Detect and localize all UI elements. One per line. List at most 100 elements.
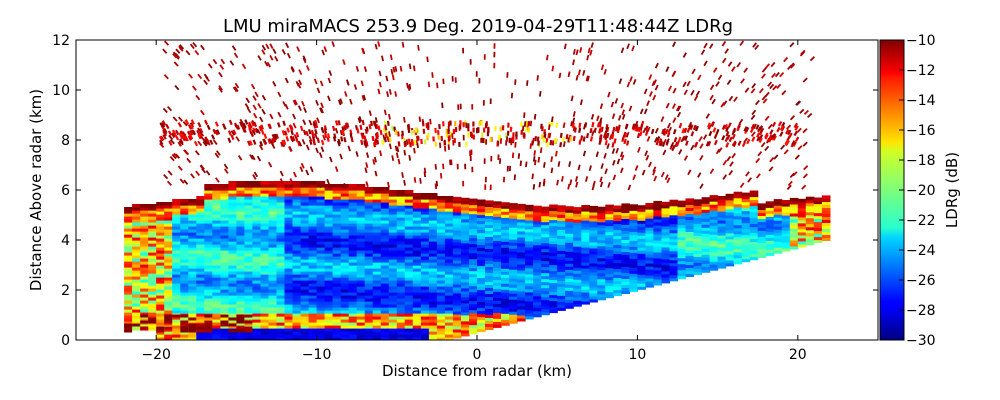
heatmap-cell [781,224,791,228]
heatmap-cell [797,234,807,239]
heatmap-cell [140,231,149,235]
heatmap-cell [228,238,237,242]
heatmap-cell [196,326,205,330]
heatmap-cell [442,121,445,127]
heatmap-cell [172,244,181,248]
heatmap-cell [533,250,542,255]
heatmap-cell [197,73,203,80]
heatmap-cell [773,226,783,230]
heatmap-cell [461,323,470,328]
heatmap-cell [557,289,566,293]
heatmap-cell [132,219,141,223]
heatmap-cell [749,223,759,228]
heatmap-cell [196,286,205,290]
heatmap-cell [493,51,496,58]
heatmap-cell [533,274,542,279]
heatmap-cell [168,134,174,141]
heatmap-cell [525,234,534,239]
heatmap-cell [821,207,831,211]
heatmap-cell [228,119,233,126]
heatmap-cell [291,136,296,142]
heatmap-cell [204,331,213,335]
heatmap-cell [597,239,606,244]
heatmap-cell [541,272,550,277]
heatmap-cell [420,199,430,203]
heatmap-cell [319,80,324,87]
heatmap-cell [693,217,703,221]
heatmap-cell [541,257,550,262]
heatmap-cell [773,214,783,218]
heatmap-cell [244,214,253,218]
heatmap-cell [239,118,245,125]
heatmap-cell [156,208,165,212]
heatmap-cell [204,289,213,293]
heatmap-cell [565,251,574,255]
heatmap-cell [286,127,290,133]
heatmap-cell [220,247,229,251]
heatmap-cell [308,259,318,263]
heatmap-cell [269,113,274,120]
heatmap-cell [364,193,374,197]
heatmap-cell [765,204,775,208]
heatmap-cell [268,187,278,191]
heatmap-cell [292,295,302,299]
heatmap-cell [396,277,406,281]
heatmap-cell [525,249,534,254]
heatmap-cell [140,279,149,283]
heatmap-cell [180,226,189,230]
heatmap-cell [794,125,799,131]
heatmap-cell [613,268,622,273]
heatmap-cell [757,233,767,237]
heatmap-cell [244,250,253,254]
heatmap-cell [388,193,398,197]
heatmap-cell [373,156,377,163]
heatmap-cell [300,268,310,272]
heatmap-cell [509,209,518,213]
heatmap-cell [202,141,208,147]
heatmap-cell [132,315,141,319]
heatmap-cell [156,331,165,335]
heatmap-cell [661,201,671,206]
heatmap-cell [372,304,382,308]
heatmap-cell [284,307,294,311]
heatmap-cell [292,274,302,278]
heatmap-cell [380,247,390,251]
heatmap-cell [409,142,412,148]
heatmap-cell [377,88,381,95]
heatmap-cell [188,307,197,311]
heatmap-cell [542,180,546,187]
heatmap-cell [236,208,245,212]
heatmap-cell [757,218,767,222]
heatmap-cell [180,265,189,269]
colorbar-tick-label: −16 [906,123,936,139]
heatmap-cell [428,193,438,197]
heatmap-cell [581,277,590,281]
heatmap-cell [396,190,406,194]
heatmap-cell [212,277,221,281]
heatmap-cell [364,190,374,194]
heatmap-cell [132,297,141,301]
heatmap-cell [249,154,254,160]
heatmap-cell [308,274,318,278]
heatmap-cell [380,328,390,332]
heatmap-cell [685,261,695,265]
heatmap-cell [509,314,518,318]
heatmap-cell [461,320,470,325]
heatmap-cell [509,308,518,312]
heatmap-cell [436,199,446,203]
heatmap-cell [379,129,383,136]
heatmap-cell [605,225,614,230]
heatmap-cell [172,250,181,254]
heatmap-cell [461,248,470,253]
heatmap-cell [404,253,414,257]
heatmap-cell [332,253,342,257]
heatmap-cell [284,238,294,242]
heatmap-cell [220,256,229,260]
heatmap-cell [493,264,502,268]
heatmap-cell [320,139,325,146]
heatmap-cell [757,245,767,249]
heatmap-cell [404,274,414,278]
heatmap-cell [388,265,398,269]
heatmap-cell [356,304,366,308]
heatmap-cell [366,152,370,159]
